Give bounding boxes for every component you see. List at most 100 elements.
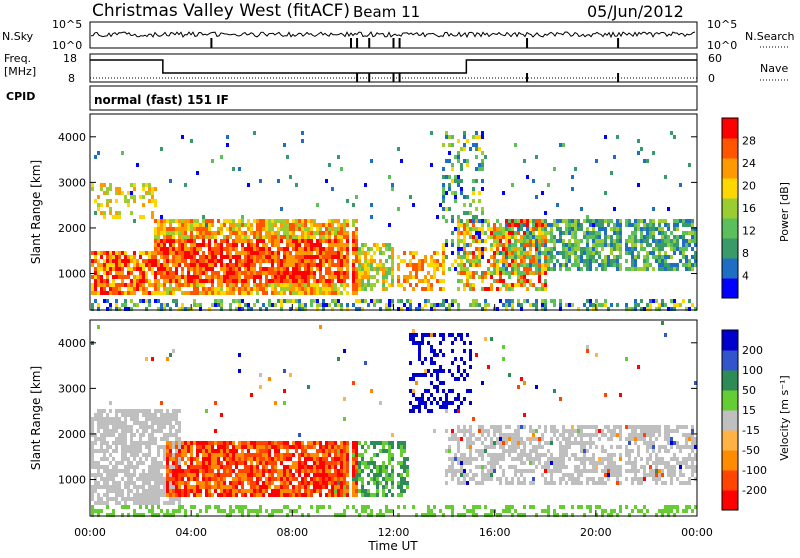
velocity-cell — [127, 485, 130, 489]
velocity-cell — [517, 445, 520, 449]
power-cell — [304, 227, 307, 231]
power-cell — [445, 207, 448, 211]
velocity-cell — [463, 369, 466, 373]
power-cell — [277, 263, 280, 267]
velocity-cell — [145, 409, 148, 413]
power-cell — [421, 279, 424, 283]
velocity-cell — [106, 417, 109, 421]
velocity-cell — [124, 473, 127, 477]
power-cell — [295, 291, 298, 295]
velocity-cell — [526, 457, 529, 461]
power-cell — [478, 239, 481, 243]
velocity-cell — [298, 481, 301, 485]
power-cell — [319, 239, 322, 243]
power-cell — [538, 259, 541, 263]
power-cell — [424, 287, 427, 291]
power-cell — [259, 247, 262, 251]
velocity-cell — [250, 485, 253, 489]
power-cell — [181, 235, 184, 239]
velocity-cell — [133, 421, 136, 425]
velocity-cell — [385, 473, 388, 477]
velocity-cell — [331, 441, 334, 445]
power-cell — [316, 231, 319, 235]
power-cell — [685, 219, 688, 223]
velocity-cell — [517, 453, 520, 457]
power-cell — [487, 227, 490, 231]
power-cell — [232, 271, 235, 275]
power-cell — [682, 223, 685, 227]
power-cell — [490, 255, 493, 259]
velocity-cell — [403, 449, 406, 453]
power-cell — [253, 231, 256, 235]
power-cell — [634, 263, 637, 267]
velocity-cell — [265, 441, 268, 445]
velocity-cell — [97, 465, 100, 469]
power-cell — [208, 251, 211, 255]
velocity-cell — [157, 465, 160, 469]
velocity-cell — [223, 445, 226, 449]
velocity-cell — [307, 469, 310, 473]
power-cell — [130, 183, 133, 187]
power-cell — [298, 303, 301, 307]
velocity-cell — [211, 485, 214, 489]
power-cell — [616, 239, 619, 243]
power-cell — [505, 231, 508, 235]
velocity-cell — [310, 477, 313, 481]
power-cell — [283, 279, 286, 283]
velocity-cell — [547, 461, 550, 465]
power-cell — [229, 279, 232, 283]
velocity-cell — [139, 457, 142, 461]
power-cell — [688, 267, 691, 271]
power-cell — [130, 191, 133, 195]
power-cell — [193, 287, 196, 291]
power-cell — [103, 267, 106, 271]
velocity-cell — [532, 469, 535, 473]
power-cell — [307, 263, 310, 267]
velocity-cell — [172, 425, 175, 429]
velocity-cell — [433, 505, 436, 509]
velocity-cell — [205, 473, 208, 477]
power-cell — [280, 235, 283, 239]
velocity-cell — [109, 445, 112, 449]
velocity-cell — [406, 473, 409, 477]
velocity-cell — [460, 373, 463, 377]
power-cell — [226, 251, 229, 255]
power-cell — [295, 283, 298, 287]
velocity-cell — [232, 445, 235, 449]
power-cell — [268, 303, 271, 307]
power-cell — [412, 263, 415, 267]
power-cell — [502, 279, 505, 283]
velocity-cell — [514, 441, 517, 445]
power-cell — [571, 243, 574, 247]
velocity-cell — [178, 469, 181, 473]
power-cell — [346, 239, 349, 243]
velocity-cell — [160, 481, 163, 485]
power-cell — [205, 231, 208, 235]
power-cell — [301, 255, 304, 259]
power-cell — [151, 271, 154, 275]
velocity-cell — [166, 437, 169, 441]
power-cell — [580, 247, 583, 251]
power-cell — [523, 251, 526, 255]
power-cell — [421, 267, 424, 271]
power-cell — [628, 219, 631, 223]
velocity-cell — [355, 457, 358, 461]
velocity-cell — [91, 457, 94, 461]
power-cell — [427, 283, 430, 287]
power-cell — [658, 251, 661, 255]
power-cell — [460, 163, 463, 167]
power-cell — [520, 303, 523, 307]
velocity-cell — [361, 477, 364, 481]
velocity-cell — [97, 417, 100, 421]
power-cell — [172, 251, 175, 255]
velocity-cell — [196, 485, 199, 489]
power-cell — [412, 203, 415, 207]
velocity-cell — [514, 457, 517, 461]
velocity-cell — [148, 497, 151, 501]
velocity-cell — [106, 489, 109, 493]
power-cell — [688, 223, 691, 227]
power-cell — [328, 227, 331, 231]
velocity-cell — [238, 441, 241, 445]
velocity-cell — [154, 417, 157, 421]
power-cell — [469, 263, 472, 267]
